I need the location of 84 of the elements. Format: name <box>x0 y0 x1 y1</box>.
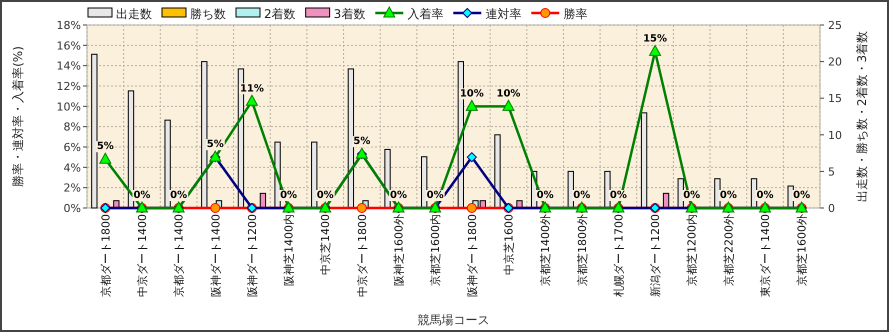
y2-tick-label: 15 <box>828 92 842 106</box>
y-tick-label: 10% <box>56 100 81 114</box>
legend-label: 出走数 <box>116 7 152 21</box>
x-tick-label: 東京ダート1400 <box>759 214 772 297</box>
bar <box>91 54 98 208</box>
x-tick-label: 京都芝1600内 <box>429 214 442 286</box>
y2-tick-label: 25 <box>828 19 842 32</box>
x-tick-label: 阪神ダート1200 <box>246 214 259 297</box>
bar <box>568 170 574 208</box>
data-label: 5% <box>206 139 224 150</box>
bar <box>640 112 648 208</box>
legend-label: 連対率 <box>485 7 522 21</box>
point <box>99 152 112 164</box>
y-axis-title: 勝率・連対率・入着率(%) <box>11 46 25 187</box>
data-label: 15% <box>643 33 668 44</box>
y-tick-label: 8% <box>64 120 81 134</box>
point <box>466 152 477 162</box>
data-label: 11% <box>240 83 264 94</box>
data-label: 0% <box>793 190 810 201</box>
x-tick-label: 中京ダート1400 <box>136 214 149 297</box>
data-label: 0% <box>756 190 774 201</box>
point <box>210 203 220 213</box>
y-tick-label: 18% <box>56 19 81 32</box>
x-tick-label: 京都芝1600外 <box>796 214 809 286</box>
y-tick-label: 4% <box>64 161 81 174</box>
data-label: 5% <box>353 136 370 148</box>
x-tick-label: 新潟ダート1200 <box>649 214 662 297</box>
data-label: 0% <box>536 190 554 201</box>
point <box>356 203 367 213</box>
point <box>649 44 662 56</box>
x-tick-label: 京都芝1400外 <box>539 214 552 286</box>
legend-label: 勝ち数 <box>190 7 226 21</box>
x-tick-label: 中京芝1400 <box>319 214 332 275</box>
x-tick-label: 京都ダート1800 <box>99 214 112 297</box>
y-tick-label: 16% <box>56 39 81 52</box>
legend-label: 3着数 <box>334 7 366 21</box>
bar <box>164 120 171 208</box>
bar <box>421 156 428 208</box>
x-axis-title: 競馬場コース <box>418 313 490 327</box>
legend-label: 勝率 <box>563 7 588 21</box>
data-label: 5% <box>96 141 114 152</box>
bar <box>201 61 208 208</box>
y2-tick-label: 5 <box>828 165 835 178</box>
point <box>246 94 258 106</box>
x-tick-label: 京都芝1800外 <box>576 214 589 286</box>
bar <box>348 68 354 208</box>
point <box>466 203 477 213</box>
bar <box>714 178 721 208</box>
data-label: 0% <box>133 190 150 201</box>
y-tick-label: 14% <box>56 60 81 73</box>
y-tick-label: 2% <box>64 182 81 195</box>
data-label: 0% <box>573 190 590 201</box>
x-tick-label: 阪神芝1600外 <box>392 214 406 286</box>
x-tick-label: 阪神ダート1400 <box>209 214 222 297</box>
y-tick-label: 0% <box>64 202 81 215</box>
x-tick-label: 札幌ダート1700 <box>612 214 626 297</box>
y-tick-label: 12% <box>56 80 81 93</box>
point <box>466 100 478 111</box>
point <box>502 100 514 111</box>
data-label: 0% <box>426 190 444 201</box>
y2-tick-label: 0 <box>828 202 835 215</box>
x-tick-label: 中京ダート1800 <box>356 214 369 297</box>
legend-label: 入着率 <box>407 7 444 21</box>
y2-tick-label: 20 <box>828 56 842 69</box>
bar <box>311 142 318 208</box>
x-tick-label: 中京芝1600 <box>502 214 516 275</box>
data-label: 0% <box>720 190 737 201</box>
data-label: 10% <box>496 88 520 100</box>
y2-tick-label: 10 <box>828 128 842 142</box>
x-tick-label: 京都芝2200外 <box>722 214 736 286</box>
data-label: 10% <box>460 88 484 100</box>
x-tick-label: 阪神ダート1800 <box>466 214 479 297</box>
legend-label: 2着数 <box>264 7 296 21</box>
data-label: 0% <box>610 190 627 201</box>
y-tick-label: 6% <box>64 141 81 154</box>
data-label: 0% <box>280 190 298 201</box>
data-label: 0% <box>390 190 408 201</box>
data-label: 0% <box>316 190 334 201</box>
y2-axis-title: 出走数・勝ち数・2着数・3着数 <box>855 30 869 202</box>
data-label: 0% <box>683 190 700 201</box>
x-tick-label: 京都芝1200内 <box>686 214 699 286</box>
x-tick-label: 阪神芝1400内 <box>282 214 296 286</box>
data-label: 0% <box>170 190 188 201</box>
x-tick-label: 京都ダート1400 <box>172 214 186 297</box>
